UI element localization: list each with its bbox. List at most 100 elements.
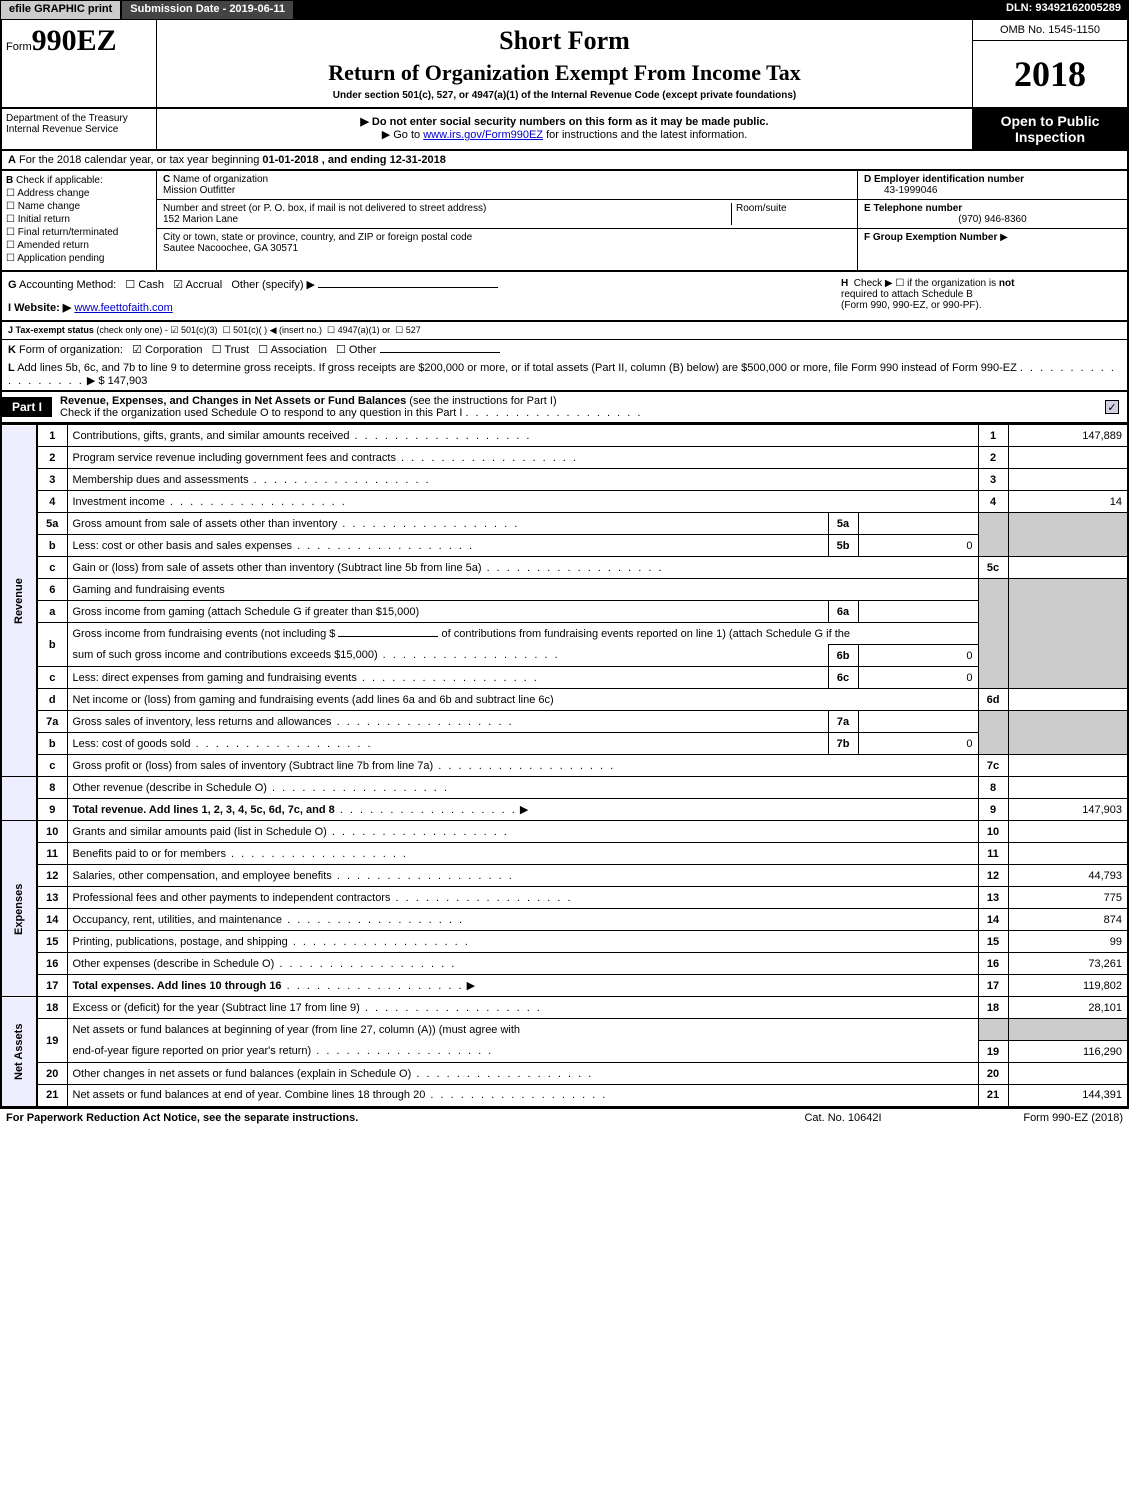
chk-amended-return[interactable]: ☐ Amended return bbox=[6, 240, 152, 251]
row-4: 4 Investment income 4 14 bbox=[1, 491, 1128, 513]
room-suite: Room/suite bbox=[731, 203, 851, 225]
r7c-desc: Gross profit or (loss) from sales of inv… bbox=[73, 760, 434, 772]
r13-bn: 13 bbox=[978, 887, 1008, 909]
r7a-mv bbox=[858, 711, 978, 733]
row-2: 2 Program service revenue including gove… bbox=[1, 447, 1128, 469]
c-text: Name of organization bbox=[173, 174, 268, 185]
r21-desc: Net assets or fund balances at end of ye… bbox=[73, 1089, 426, 1101]
line-g-h: G Accounting Method: ☐ Cash ☑ Accrual Ot… bbox=[0, 272, 1129, 322]
g-cash[interactable]: Cash bbox=[138, 279, 164, 291]
row-19b: end-of-year figure reported on prior yea… bbox=[1, 1041, 1128, 1063]
r3-bn: 3 bbox=[978, 469, 1008, 491]
line-a-label: A bbox=[8, 154, 16, 166]
r6-shade-val bbox=[1008, 579, 1128, 689]
r14-num: 14 bbox=[37, 909, 67, 931]
h-not: not bbox=[999, 278, 1015, 289]
form-prefix: Form bbox=[6, 41, 32, 53]
open-line2: Inspection bbox=[977, 129, 1123, 145]
i-label: I Website: ▶ bbox=[8, 302, 71, 314]
chk-application-pending[interactable]: ☐ Application pending bbox=[6, 253, 152, 264]
j-sub: (check only one) - bbox=[96, 325, 168, 335]
form-number-cell: Form990EZ bbox=[2, 20, 157, 107]
side-net-assets: Net Assets bbox=[1, 997, 37, 1107]
chk-final-return[interactable]: ☐ Final return/terminated bbox=[6, 227, 152, 238]
row-1: Revenue 1 Contributions, gifts, grants, … bbox=[1, 425, 1128, 447]
row-21: 21 Net assets or fund balances at end of… bbox=[1, 1085, 1128, 1107]
chk-name-change-label: Name change bbox=[18, 201, 80, 212]
c-label: C bbox=[163, 174, 170, 185]
k-other[interactable]: Other bbox=[349, 344, 377, 356]
dept-line1: Department of the Treasury bbox=[6, 113, 152, 124]
irs-link[interactable]: www.irs.gov/Form990EZ bbox=[423, 129, 543, 141]
row-16: 16 Other expenses (describe in Schedule … bbox=[1, 953, 1128, 975]
r8-desc: Other revenue (describe in Schedule O) bbox=[73, 782, 267, 794]
part1-checkbox[interactable]: ✓ bbox=[1105, 400, 1119, 414]
r5ab-shade-val bbox=[1008, 513, 1128, 557]
row-14: 14 Occupancy, rent, utilities, and maint… bbox=[1, 909, 1128, 931]
r13-val: 775 bbox=[1008, 887, 1128, 909]
j-label: J Tax-exempt status bbox=[8, 325, 94, 335]
d-label: D Employer identification number bbox=[864, 174, 1024, 185]
row-20: 20 Other changes in net assets or fund b… bbox=[1, 1063, 1128, 1085]
r5b-desc: Less: cost or other basis and sales expe… bbox=[73, 540, 293, 552]
r15-desc: Printing, publications, postage, and shi… bbox=[73, 936, 288, 948]
line-a-end: 12-31-2018 bbox=[390, 154, 446, 166]
r5c-desc: Gain or (loss) from sale of assets other… bbox=[73, 562, 482, 574]
r2-num: 2 bbox=[37, 447, 67, 469]
chk-address-change[interactable]: ☐ Address change bbox=[6, 188, 152, 199]
r5a-desc: Gross amount from sale of assets other t… bbox=[73, 518, 338, 530]
j-4947[interactable]: 4947(a)(1) or bbox=[338, 325, 391, 335]
chk-amended-return-label: Amended return bbox=[17, 240, 89, 251]
j-501c[interactable]: 501(c)( ) ◀ (insert no.) bbox=[233, 325, 322, 335]
k-label: K bbox=[8, 344, 16, 356]
chk-initial-return-label: Initial return bbox=[18, 214, 70, 225]
r21-bn: 21 bbox=[978, 1085, 1008, 1107]
phone-value: (970) 946-8360 bbox=[864, 214, 1121, 225]
line-a-mid: , and ending bbox=[322, 154, 390, 166]
footer-right: Form 990-EZ (2018) bbox=[943, 1112, 1123, 1124]
r12-bn: 12 bbox=[978, 865, 1008, 887]
h-forms: (Form 990, 990-EZ, or 990-PF). bbox=[841, 300, 982, 311]
r5a-num: 5a bbox=[37, 513, 67, 535]
efile-print-button[interactable]: efile GRAPHIC print bbox=[0, 0, 121, 20]
r6a-num: a bbox=[37, 601, 67, 623]
k-trust[interactable]: Trust bbox=[224, 344, 249, 356]
r6b-blank bbox=[338, 636, 438, 637]
dept-instructions: ▶ Do not enter social security numbers o… bbox=[157, 109, 972, 149]
row-6d: d Net income or (loss) from gaming and f… bbox=[1, 689, 1128, 711]
k-corp[interactable]: Corporation bbox=[145, 344, 202, 356]
g-other[interactable]: Other (specify) ▶ bbox=[231, 279, 315, 291]
city-value: Sautee Nacoochee, GA 30571 bbox=[163, 243, 851, 254]
row-7c: c Gross profit or (loss) from sales of i… bbox=[1, 755, 1128, 777]
j-501c3[interactable]: 501(c)(3) bbox=[181, 325, 218, 335]
section-d-e-f: D Employer identification number 43-1999… bbox=[857, 171, 1127, 270]
chk-initial-return[interactable]: ☐ Initial return bbox=[6, 214, 152, 225]
dept-treasury: Department of the Treasury Internal Reve… bbox=[2, 109, 157, 149]
r9-num: 9 bbox=[37, 799, 67, 821]
r7ab-shade-val bbox=[1008, 711, 1128, 755]
r3-val bbox=[1008, 469, 1128, 491]
line-j: J Tax-exempt status (check only one) - ☑… bbox=[0, 322, 1129, 339]
row-5a: 5a Gross amount from sale of assets othe… bbox=[1, 513, 1128, 535]
g-accrual[interactable]: Accrual bbox=[186, 279, 223, 291]
part1-paren: (see the instructions for Part I) bbox=[409, 395, 556, 407]
j-527[interactable]: 527 bbox=[406, 325, 421, 335]
row-6a: a Gross income from gaming (attach Sched… bbox=[1, 601, 1128, 623]
r6b-desc3: sum of such gross income and contributio… bbox=[73, 649, 378, 661]
r15-bn: 15 bbox=[978, 931, 1008, 953]
side-revenue: Revenue bbox=[1, 425, 37, 777]
omb-number: OMB No. 1545-1150 bbox=[973, 20, 1127, 41]
r5a-mn: 5a bbox=[828, 513, 858, 535]
r6b-num: b bbox=[37, 623, 67, 667]
line-a: A For the 2018 calendar year, or tax yea… bbox=[0, 151, 1129, 171]
l-text: Add lines 5b, 6c, and 7b to line 9 to de… bbox=[17, 362, 1017, 374]
r7b-desc: Less: cost of goods sold bbox=[73, 738, 191, 750]
r11-num: 11 bbox=[37, 843, 67, 865]
k-assoc[interactable]: Association bbox=[271, 344, 327, 356]
r1-bn: 1 bbox=[978, 425, 1008, 447]
chk-name-change[interactable]: ☐ Name change bbox=[6, 201, 152, 212]
r7ab-shade bbox=[978, 711, 1008, 755]
r20-desc: Other changes in net assets or fund bala… bbox=[73, 1068, 412, 1080]
website-link[interactable]: www.feettofaith.com bbox=[74, 302, 172, 314]
open-line1: Open to Public bbox=[977, 113, 1123, 129]
